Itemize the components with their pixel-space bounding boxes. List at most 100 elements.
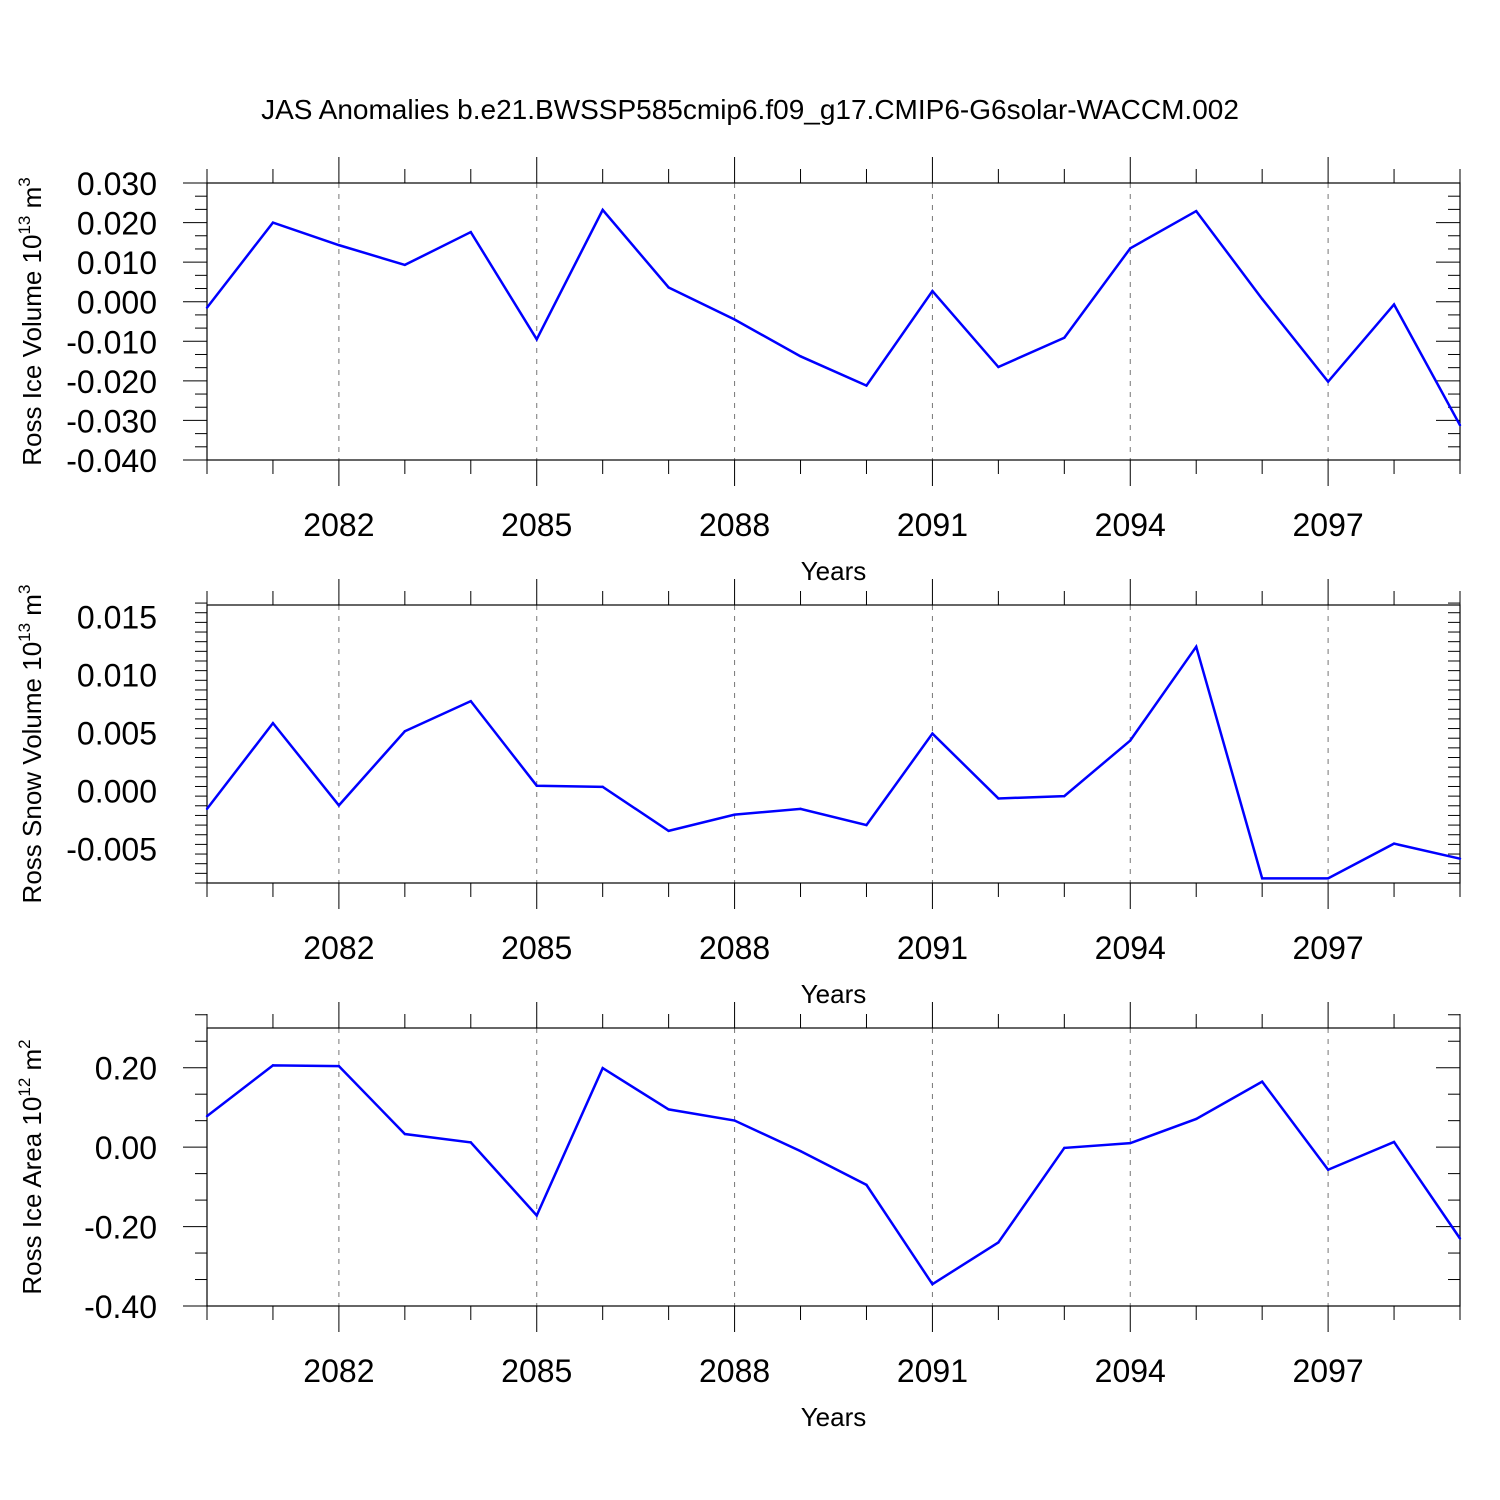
x-tick-label: 2082 bbox=[303, 930, 374, 966]
y-axis-label-part: m bbox=[17, 187, 47, 216]
x-tick-label: 2091 bbox=[897, 507, 968, 543]
y-axis-label-part: 13 bbox=[15, 623, 34, 642]
y-tick-label: 0.005 bbox=[77, 715, 157, 751]
x-tick-label: 2085 bbox=[501, 930, 572, 966]
y-axis-label-part: Ross Snow Volume 10 bbox=[17, 642, 47, 904]
y-tick-label: -0.20 bbox=[84, 1210, 157, 1246]
data-point bbox=[1063, 336, 1066, 339]
data-point bbox=[403, 1132, 407, 1136]
data-point bbox=[271, 221, 275, 224]
data-point bbox=[1458, 1237, 1462, 1240]
y-axis-label: Ross Ice Area 1012 m2 bbox=[15, 1039, 47, 1294]
data-point bbox=[1260, 877, 1264, 880]
series-line bbox=[206, 1064, 1462, 1286]
data-point bbox=[1326, 380, 1330, 383]
chart-title: JAS Anomalies b.e21.BWSSP585cmip6.f09_g1… bbox=[261, 94, 1239, 125]
data-point bbox=[337, 243, 341, 247]
data-point bbox=[997, 365, 1000, 369]
x-tick-label: 2094 bbox=[1095, 930, 1166, 966]
data-point bbox=[799, 1149, 802, 1153]
y-tick-label: 0.015 bbox=[77, 600, 157, 636]
data-point bbox=[799, 807, 802, 811]
y-tick-label: 0.030 bbox=[77, 166, 157, 202]
data-point bbox=[733, 1119, 736, 1122]
data-point bbox=[403, 263, 407, 267]
data-point bbox=[1458, 423, 1462, 427]
x-tick-label: 2082 bbox=[303, 507, 374, 543]
data-point bbox=[667, 1108, 670, 1111]
data-point bbox=[535, 338, 538, 341]
data-point bbox=[469, 230, 472, 234]
panel-3: 2082 2085 2088 2091 2094 2097 0.20 0.00 -0.20 -0.… bbox=[15, 1002, 1462, 1432]
data-point bbox=[865, 384, 868, 387]
x-tick-label: 2088 bbox=[699, 507, 770, 543]
data-point bbox=[601, 208, 604, 212]
series-line bbox=[206, 643, 1461, 880]
x-tick-label: 2085 bbox=[501, 507, 572, 543]
y-axis-label-part: 2 bbox=[15, 1039, 34, 1048]
data-point bbox=[469, 699, 472, 703]
data-point bbox=[205, 306, 209, 309]
plot-frame bbox=[206, 1027, 1461, 1307]
data-point bbox=[1392, 1140, 1396, 1144]
y-axis-label-part: 13 bbox=[15, 216, 34, 235]
x-axis-label: Years bbox=[801, 979, 867, 1009]
y-axis-label-part: Ross Ice Area 10 bbox=[17, 1097, 47, 1295]
data-point bbox=[1326, 877, 1330, 880]
data-point bbox=[931, 289, 934, 293]
data-point bbox=[667, 286, 670, 289]
data-point bbox=[205, 807, 209, 811]
y-axis-label: Ross Ice Volume 1013 m3 bbox=[15, 177, 47, 466]
data-point bbox=[1392, 842, 1396, 845]
data-point bbox=[337, 804, 341, 807]
x-tick-label: 2097 bbox=[1293, 507, 1364, 543]
data-point bbox=[535, 1214, 538, 1217]
y-axis-label-part: m bbox=[17, 1049, 47, 1078]
data-point bbox=[1195, 645, 1198, 648]
y-axis-label-part: 12 bbox=[15, 1078, 34, 1097]
data-point bbox=[1195, 209, 1198, 213]
data-point bbox=[1392, 303, 1396, 306]
data-point bbox=[337, 1064, 341, 1068]
y-axis-label-part: Ross Ice Volume 10 bbox=[17, 235, 47, 466]
y-tick-label: 0.000 bbox=[77, 773, 157, 809]
data-point bbox=[865, 1183, 868, 1187]
data-point bbox=[865, 823, 868, 827]
x-tick-label: 2091 bbox=[897, 930, 968, 966]
y-tick-label: -0.010 bbox=[66, 324, 157, 360]
data-point bbox=[931, 732, 934, 735]
y-axis-label-part: 3 bbox=[15, 585, 34, 594]
data-point bbox=[1063, 794, 1066, 798]
data-point bbox=[1195, 1117, 1198, 1121]
data-point bbox=[1260, 297, 1264, 301]
x-tick-label: 2097 bbox=[1293, 930, 1364, 966]
y-tick-label: -0.40 bbox=[84, 1289, 157, 1325]
data-point bbox=[271, 721, 275, 725]
data-point bbox=[403, 730, 407, 733]
data-point bbox=[733, 318, 736, 321]
data-point bbox=[931, 1282, 934, 1286]
x-tick-label: 2091 bbox=[897, 1353, 968, 1389]
data-point bbox=[1129, 739, 1132, 742]
y-tick-label: 0.20 bbox=[95, 1051, 157, 1087]
y-tick-label: 0.00 bbox=[95, 1130, 157, 1166]
data-point bbox=[1129, 247, 1132, 250]
x-axis-label: Years bbox=[801, 1402, 867, 1432]
data-point bbox=[1458, 857, 1462, 860]
y-tick-label: 0.010 bbox=[77, 245, 157, 281]
y-tick-label: -0.005 bbox=[66, 831, 157, 867]
panel-2: 2082 2085 2088 2091 2094 2097 0.015 0.010 0.005 0… bbox=[15, 579, 1462, 1009]
data-point bbox=[1063, 1146, 1066, 1150]
y-tick-label: -0.030 bbox=[66, 403, 157, 439]
x-tick-label: 2097 bbox=[1293, 1353, 1364, 1389]
y-tick-label: 0.000 bbox=[77, 285, 157, 321]
y-axis-label-part: 3 bbox=[15, 177, 34, 186]
x-tick-label: 2082 bbox=[303, 1353, 374, 1389]
data-point bbox=[1260, 1080, 1264, 1083]
data-point bbox=[997, 1241, 1000, 1244]
y-tick-label: -0.020 bbox=[66, 364, 157, 400]
x-tick-label: 2088 bbox=[699, 930, 770, 966]
data-point bbox=[997, 797, 1000, 800]
